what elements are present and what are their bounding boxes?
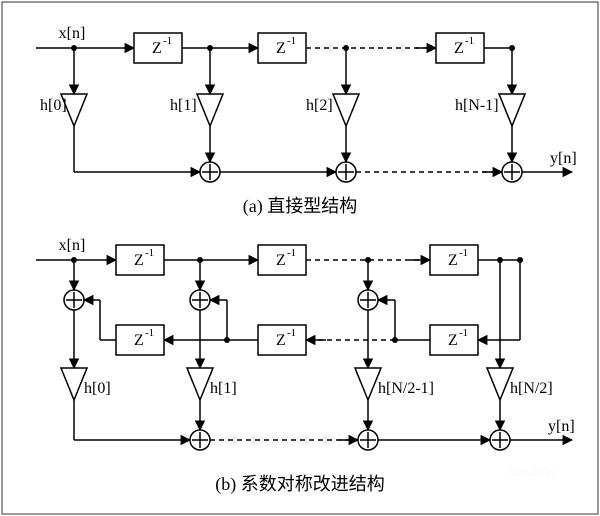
input-label-b: x[n] xyxy=(59,237,86,254)
delay-sup: -1 xyxy=(163,35,172,47)
node-icon xyxy=(497,257,503,263)
diagram-canvas: x[n] Z -1 Z -1 Z -1 h[0] h[1] h[2] h[N-1… xyxy=(0,0,600,516)
svg-text:elecfans: elecfans xyxy=(510,464,555,478)
delay-sup: -1 xyxy=(287,327,296,339)
delay-label: Z xyxy=(152,40,162,57)
delay-label: Z xyxy=(448,252,458,269)
caption-b: (b) 系数对称改进结构 xyxy=(215,474,385,495)
coeff-label: h[N/2-1] xyxy=(378,380,434,397)
delay-sup: -1 xyxy=(287,247,296,259)
delay-label: Z xyxy=(276,252,286,269)
coeff-label: h[1] xyxy=(170,97,197,114)
output-label-a: y[n] xyxy=(550,150,577,167)
delay-label: Z xyxy=(134,252,144,269)
watermark: elecfans xyxy=(510,464,555,478)
delay-sup: -1 xyxy=(145,247,154,259)
coeff-label: h[N-1] xyxy=(455,97,499,114)
input-label-a: x[n] xyxy=(59,25,86,42)
coeff-label: h[1] xyxy=(210,380,237,397)
coeff-label: h[0] xyxy=(84,380,111,397)
delay-label: Z xyxy=(276,40,286,57)
output-label-b: y[n] xyxy=(548,418,575,435)
delay-label: Z xyxy=(448,332,458,349)
delay-sup: -1 xyxy=(145,327,154,339)
coeff-label: h[2] xyxy=(306,97,333,114)
delay-sup: -1 xyxy=(465,35,474,47)
delay-label: Z xyxy=(276,332,286,349)
delay-label: Z xyxy=(134,332,144,349)
delay-sup: -1 xyxy=(459,327,468,339)
coeff-label: h[N/2] xyxy=(510,380,553,397)
coeff-label: h[0] xyxy=(40,97,67,114)
delay-sup: -1 xyxy=(287,35,296,47)
delay-sup: -1 xyxy=(459,247,468,259)
delay-label: Z xyxy=(454,40,464,57)
caption-a: (a) 直接型结构 xyxy=(243,196,357,217)
